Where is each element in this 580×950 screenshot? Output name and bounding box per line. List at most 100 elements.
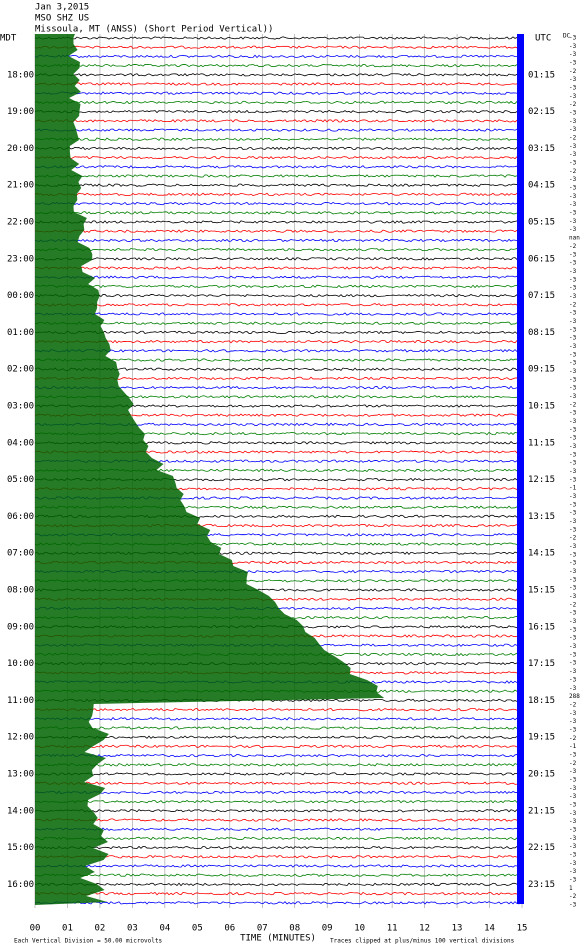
left-time-label: 15:00 — [7, 843, 34, 853]
right-time-label: 14:15 — [528, 549, 555, 559]
x-tick-label: 14 — [484, 924, 495, 934]
left-time-label: 18:00 — [7, 70, 34, 80]
offset-label: -3 — [569, 185, 577, 192]
left-time-label: 19:00 — [7, 107, 34, 117]
offset-label: -3 — [569, 810, 577, 817]
offset-label: -3 — [569, 526, 577, 533]
offset-label: -2 — [569, 243, 577, 250]
left-time-label: 02:00 — [7, 365, 34, 375]
trace — [34, 165, 522, 169]
offset-label: -3 — [569, 676, 577, 683]
left-time-label: 10:00 — [7, 659, 34, 669]
offset-label: -3 — [569, 360, 577, 367]
trace — [34, 146, 522, 151]
offset-label: -3 — [569, 618, 577, 625]
left-time-label: 20:00 — [7, 144, 34, 154]
x-tick-label: 06 — [224, 924, 235, 934]
trace — [34, 211, 522, 215]
left-time-label: 22:00 — [7, 218, 34, 228]
offset-label: -3 — [569, 193, 577, 200]
offset-label: -3 — [569, 851, 577, 858]
x-tick-label: 10 — [354, 924, 365, 934]
left-time-label: 06:00 — [7, 512, 34, 522]
left-time-label: 08:00 — [7, 586, 34, 596]
offset-label: -3 — [569, 368, 577, 375]
offset-label: -3 — [569, 443, 577, 450]
left-time-label: 05:00 — [7, 475, 34, 485]
trace — [34, 735, 522, 739]
offset-label: -3 — [569, 76, 577, 83]
offset-label: -3 — [569, 635, 577, 642]
trace — [34, 73, 522, 77]
trace — [34, 744, 522, 749]
offset-label: -3 — [569, 251, 577, 258]
right-time-label: 17:15 — [528, 659, 555, 669]
trace — [34, 836, 522, 841]
trace — [34, 109, 522, 114]
offset-label: -3 — [569, 385, 577, 392]
trace — [34, 63, 522, 68]
offset-label: -3 — [569, 376, 577, 383]
offset-label: -2 — [569, 68, 577, 75]
offset-label: -3 — [569, 651, 577, 658]
trace — [34, 247, 522, 252]
offset-label: -3 — [569, 860, 577, 867]
trace — [34, 321, 522, 325]
right-time-label: 15:15 — [528, 586, 555, 596]
trace — [34, 707, 522, 712]
left-time-label: 00:00 — [7, 291, 34, 301]
offset-label: -3 — [569, 768, 577, 775]
offset-label: -3 — [569, 718, 577, 725]
offset-label: -3 — [569, 585, 577, 592]
x-tick-label: 13 — [452, 924, 463, 934]
trace — [34, 229, 522, 233]
right-time-label: 11:15 — [528, 438, 555, 448]
offset-label: -2 — [569, 535, 577, 542]
offset-label: -3 — [569, 335, 577, 342]
offset-label: -3 — [569, 710, 577, 717]
offset-label: -3 — [569, 176, 577, 183]
offset-label: -3 — [569, 118, 577, 125]
left-time-label: 23:00 — [7, 254, 34, 264]
trace — [34, 818, 522, 822]
offset-label: -3 — [569, 318, 577, 325]
offset-label: -3 — [569, 660, 577, 667]
trace — [34, 845, 522, 850]
trace — [34, 330, 522, 335]
trace — [34, 799, 522, 804]
x-axis-label: TIME (MINUTES) — [240, 934, 316, 944]
location: Missoula, MT (ANSS) (Short Period Vertic… — [35, 25, 273, 35]
offset-label: -3 — [569, 751, 577, 758]
offset-label: -3 — [569, 902, 577, 909]
trace — [34, 726, 522, 730]
trace — [34, 119, 522, 123]
offset-label: -3 — [569, 543, 577, 550]
offset-label: -2 — [569, 893, 577, 900]
offset-label: -3 — [569, 351, 577, 358]
offset-label: -3 — [569, 826, 577, 833]
trace — [34, 781, 522, 785]
trace — [34, 174, 522, 178]
right-time-label: 06:15 — [528, 254, 555, 264]
trace — [34, 192, 522, 197]
offset-label: 1 — [569, 885, 573, 892]
offset-label: -3 — [569, 310, 577, 317]
offset-label: -2 — [569, 760, 577, 767]
trace — [34, 284, 522, 289]
right-time-label: 05:15 — [528, 218, 555, 228]
trace — [34, 349, 522, 353]
offset-label: -3 — [569, 435, 577, 442]
offset-label: -3 — [569, 626, 577, 633]
offset-label: -3 — [569, 226, 577, 233]
trace — [34, 891, 522, 896]
note-right: Traces clipped at plus/minus 100 vertica… — [330, 938, 515, 945]
trace — [34, 717, 522, 721]
offset-label: -1 — [569, 485, 577, 492]
offset-label: -3 — [569, 43, 577, 50]
offset-label: -3 — [569, 468, 577, 475]
offset-label: 288 — [569, 693, 580, 700]
x-tick-label: 04 — [159, 924, 170, 934]
trace — [34, 790, 522, 795]
offset-label: -3 — [569, 610, 577, 617]
